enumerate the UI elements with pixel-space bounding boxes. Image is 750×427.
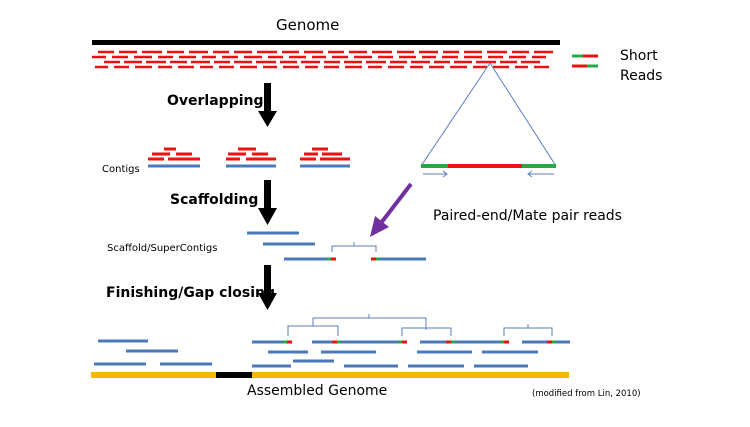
short-reads-label-line2: Reads bbox=[620, 68, 663, 84]
short-read-legend bbox=[572, 54, 598, 68]
arrow-scaffolding bbox=[258, 180, 277, 225]
genome-bar bbox=[92, 40, 560, 45]
paired-end-label: Paired-end/Mate pair reads bbox=[433, 208, 622, 224]
paired-end-triangle bbox=[420, 62, 557, 178]
short-reads-label-line1: Short bbox=[620, 48, 658, 64]
purple-arrow bbox=[370, 182, 413, 237]
finishing-reads bbox=[94, 314, 570, 368]
credit-label: (modified from Lin, 2010) bbox=[532, 389, 641, 399]
genome-label: Genome bbox=[276, 16, 340, 34]
contigs-label: Contigs bbox=[102, 164, 140, 175]
arrow-finishing bbox=[258, 265, 277, 310]
contigs bbox=[148, 147, 350, 168]
scaffolding-label: Scaffolding bbox=[170, 192, 259, 208]
overlapping-label: Overlapping bbox=[167, 93, 264, 109]
assembled-genome-bar bbox=[91, 372, 569, 378]
short-reads bbox=[92, 50, 553, 69]
assembled-genome-label: Assembled Genome bbox=[247, 383, 388, 399]
scaffold-supercontigs-label: Scaffold/SuperContigs bbox=[107, 243, 218, 254]
arrow-overlapping bbox=[258, 83, 277, 127]
finishing-label: Finishing/Gap closing bbox=[106, 285, 275, 301]
scaffold bbox=[247, 231, 426, 261]
